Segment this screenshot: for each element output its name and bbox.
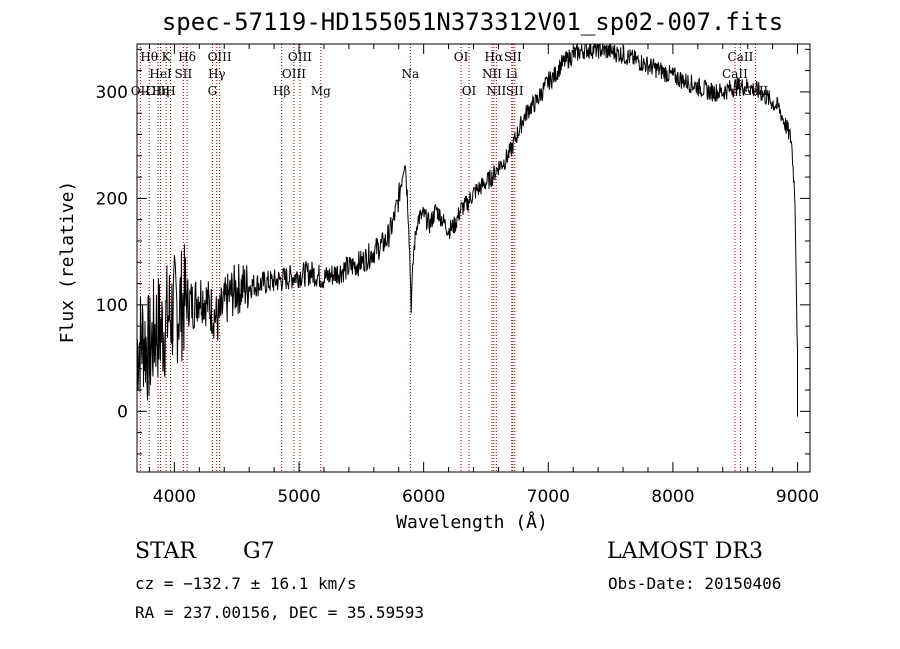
axis-ticks: 4000 5000 6000 7000 8000 9000 0 100 200 300 — [96, 44, 819, 507]
survey-label: LAMOST DR3 — [607, 539, 763, 564]
object-subclass: G7 — [243, 539, 275, 564]
line-label-CaII: CaII — [728, 50, 754, 64]
line-label-Hθ: Hθ — [140, 50, 158, 64]
observation-date: Obs-Date: 20150406 — [608, 574, 782, 593]
x-tick-label: 7000 — [527, 487, 570, 507]
y-axis-label: Flux (relative) — [57, 181, 78, 344]
line-label-Hγ: Hγ — [208, 67, 226, 81]
line-label-CaII: CaII — [722, 67, 748, 81]
line-label-HeI: HeI — [149, 67, 172, 81]
redshift-velocity: cz = −132.7 ± 16.1 km/s — [135, 574, 357, 593]
coordinates: RA = 237.00156, DEC = 35.59593 — [135, 603, 424, 622]
line-label-Li: Li — [506, 67, 518, 81]
emission-line-markers — [139, 44, 756, 472]
line-label-Hα: Hα — [485, 50, 504, 64]
line-label-Mg: Mg — [311, 84, 331, 98]
line-label-K: K — [162, 50, 172, 64]
x-tick-label: 4000 — [153, 487, 196, 507]
line-label-Na: Na — [401, 67, 419, 81]
line-label-OI: OI — [462, 84, 477, 98]
line-label-Hδ: Hδ — [178, 50, 196, 64]
line-label-Hβ: Hβ — [273, 84, 290, 98]
line-label-OIII: OIII — [282, 67, 306, 81]
x-tick-label: 8000 — [651, 487, 694, 507]
x-axis-label: Wavelength (Å) — [396, 511, 548, 533]
x-tick-label: 9000 — [776, 487, 819, 507]
spectrum-line — [136, 42, 798, 417]
object-class: STAR — [135, 539, 196, 564]
line-label-SII: SII — [175, 67, 193, 81]
chart-title: spec-57119-HD155051N373312V01_sp02-007.f… — [161, 8, 784, 36]
line-label-OIII: OIII — [146, 84, 170, 98]
line-label-OIII: OIII — [288, 50, 312, 64]
line-label-SII: SII — [504, 50, 522, 64]
y-tick-label: 200 — [96, 189, 128, 209]
y-tick-label: 0 — [117, 402, 128, 422]
line-label-SII: SII — [506, 84, 524, 98]
line-label-H: H — [165, 84, 175, 98]
line-label-OIII: OIII — [208, 50, 232, 64]
line-label-NII: NII — [486, 84, 506, 98]
line-label-Hη: Hη — [152, 84, 170, 98]
line-label-OII: OII — [131, 84, 151, 98]
line-label-NII: NII — [482, 67, 502, 81]
x-tick-label: 5000 — [277, 487, 320, 507]
x-tick-label: 6000 — [402, 487, 445, 507]
axes — [136, 43, 811, 473]
y-tick-label: 300 — [96, 83, 128, 103]
line-label-G: G — [208, 84, 218, 98]
line-label-OI: OI — [454, 50, 469, 64]
y-tick-label: 100 — [96, 296, 128, 316]
plot-frame — [136, 43, 811, 473]
